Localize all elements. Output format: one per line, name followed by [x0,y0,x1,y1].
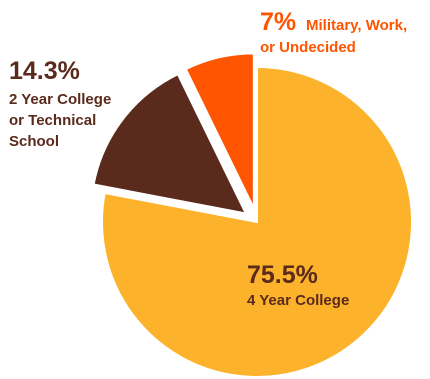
slice-military-label-line2: or Undecided [260,39,356,56]
slice-4year-percent: 75.5% [247,261,318,289]
slice-4year [101,65,413,378]
slice-2year [92,72,248,215]
slice-2year-label-line1: 2 Year College [9,91,111,108]
slice-2year-label-line3: School [9,133,59,150]
slice-4year-label: 4 Year College [247,292,349,309]
slice-military [184,52,255,209]
slice-military-label-line1: Military, Work, [306,17,407,34]
slice-2year-label-line2: or Technical [9,112,96,129]
slice-military-percent: 7% [260,8,296,36]
pie-slices [92,52,413,378]
slice-2year-percent: 14.3% [9,57,80,85]
